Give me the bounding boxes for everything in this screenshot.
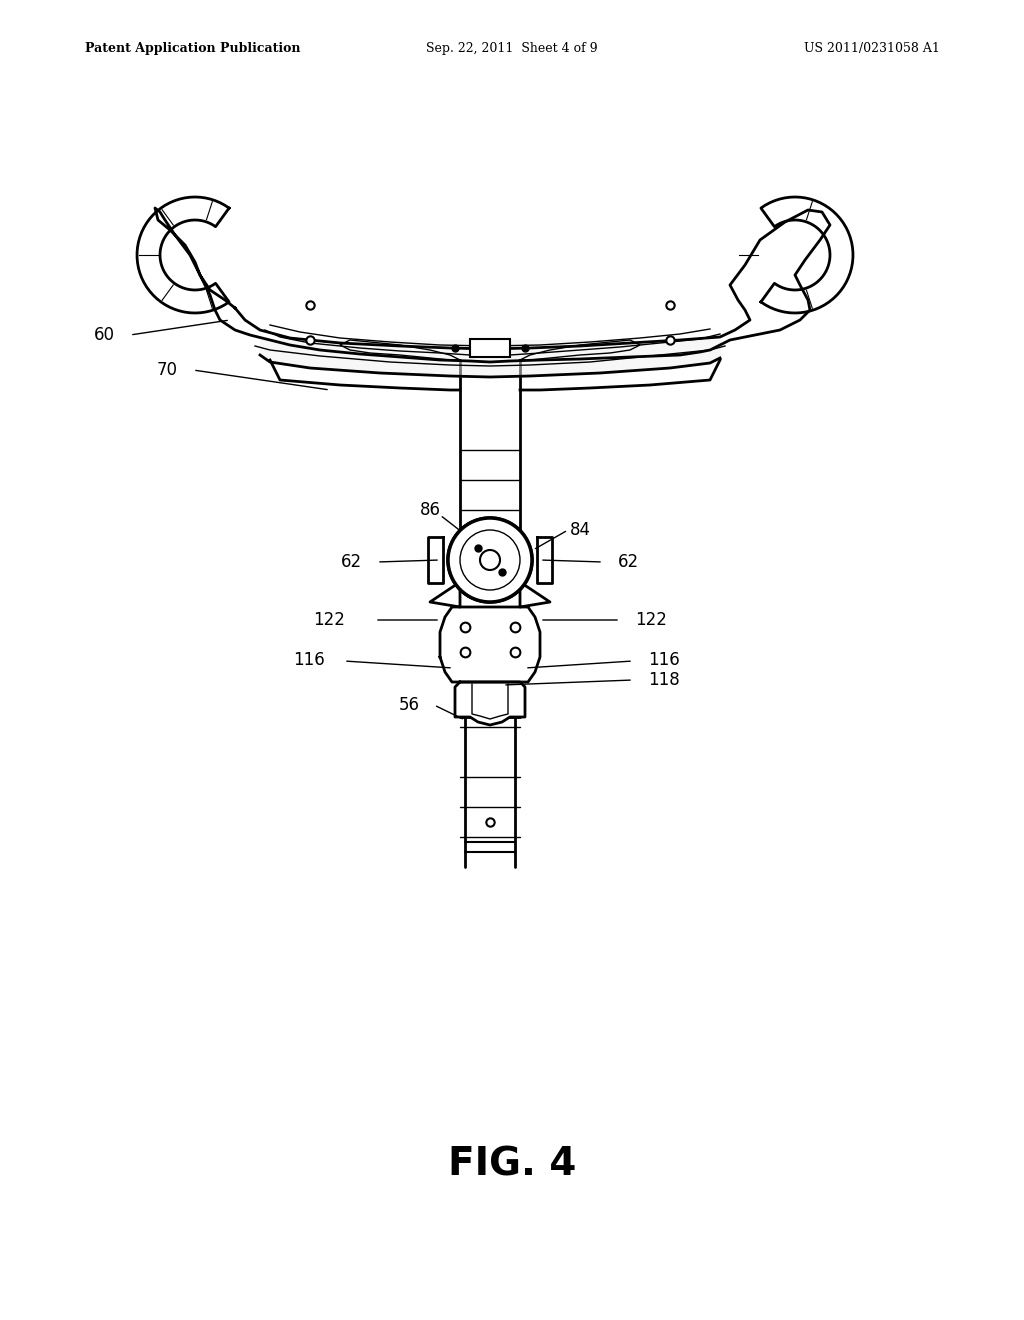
Polygon shape: [520, 582, 550, 607]
Circle shape: [480, 550, 500, 570]
Text: 122: 122: [313, 611, 345, 630]
Text: 122: 122: [635, 611, 667, 630]
Text: 56: 56: [399, 696, 420, 714]
Polygon shape: [761, 197, 853, 313]
Text: Patent Application Publication: Patent Application Publication: [85, 42, 300, 55]
Text: 116: 116: [648, 651, 680, 669]
Polygon shape: [465, 717, 515, 867]
Text: 60: 60: [94, 326, 115, 345]
Text: 84: 84: [570, 521, 591, 539]
Text: 70: 70: [157, 360, 178, 379]
Circle shape: [449, 517, 532, 602]
Text: 116: 116: [293, 651, 325, 669]
Polygon shape: [452, 360, 528, 531]
Text: US 2011/0231058 A1: US 2011/0231058 A1: [804, 42, 940, 55]
Polygon shape: [430, 582, 460, 607]
Text: 62: 62: [618, 553, 639, 572]
Polygon shape: [455, 682, 525, 725]
Text: 86: 86: [420, 502, 440, 519]
Bar: [470, 339, 510, 356]
Polygon shape: [137, 197, 229, 313]
Text: Sep. 22, 2011  Sheet 4 of 9: Sep. 22, 2011 Sheet 4 of 9: [426, 42, 598, 55]
Polygon shape: [155, 209, 830, 362]
Text: 118: 118: [648, 671, 680, 689]
Text: 62: 62: [341, 553, 362, 572]
Text: FIG. 4: FIG. 4: [447, 1146, 577, 1184]
Polygon shape: [440, 607, 540, 682]
